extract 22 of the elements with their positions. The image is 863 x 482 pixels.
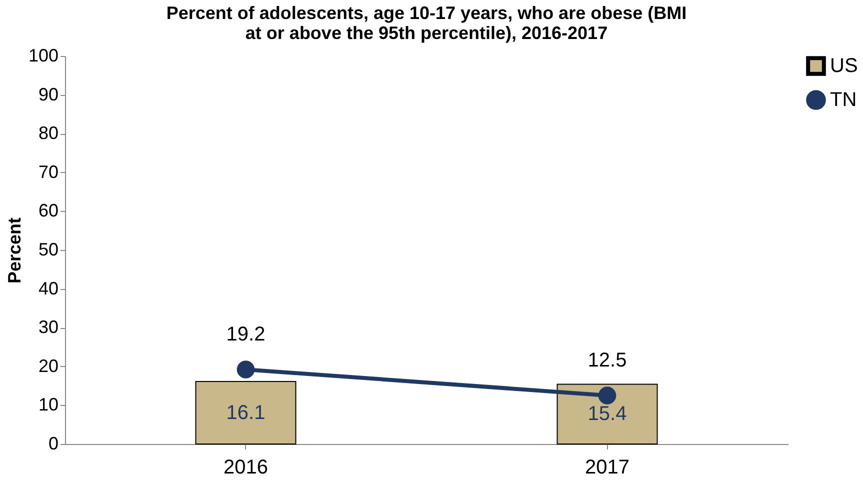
data-label: 12.5 <box>588 350 627 372</box>
y-tick-label: 60 <box>38 200 58 221</box>
x-tick-label: 2017 <box>585 456 630 478</box>
y-tick-label: 70 <box>38 162 58 182</box>
y-tick-label: 90 <box>38 84 58 104</box>
y-tick-label: 0 <box>48 434 58 454</box>
legend-label: TN <box>830 89 857 111</box>
y-tick-label: 80 <box>38 123 58 144</box>
y-tick-label: 100 <box>28 46 58 66</box>
data-label: 19.2 <box>226 324 266 346</box>
text: Percent of adolescents, age 10-17 years, who are obese (BMI <box>166 3 687 23</box>
y-tick-label: 40 <box>38 278 58 298</box>
data-label: 15.4 <box>588 403 627 426</box>
x-tick-label: 2016 <box>224 456 268 478</box>
y-tick-label: 10 <box>38 394 58 415</box>
y-tick-label: 20 <box>38 356 58 376</box>
legend-label: US <box>830 55 858 77</box>
text: at or above the 95th percentile), 2016-2017 <box>245 23 608 43</box>
y-axis-title: Percent <box>4 217 24 284</box>
y-tick-label: 50 <box>38 240 58 260</box>
y-tick-label: 30 <box>38 317 58 338</box>
data-label: 16.1 <box>226 402 266 424</box>
